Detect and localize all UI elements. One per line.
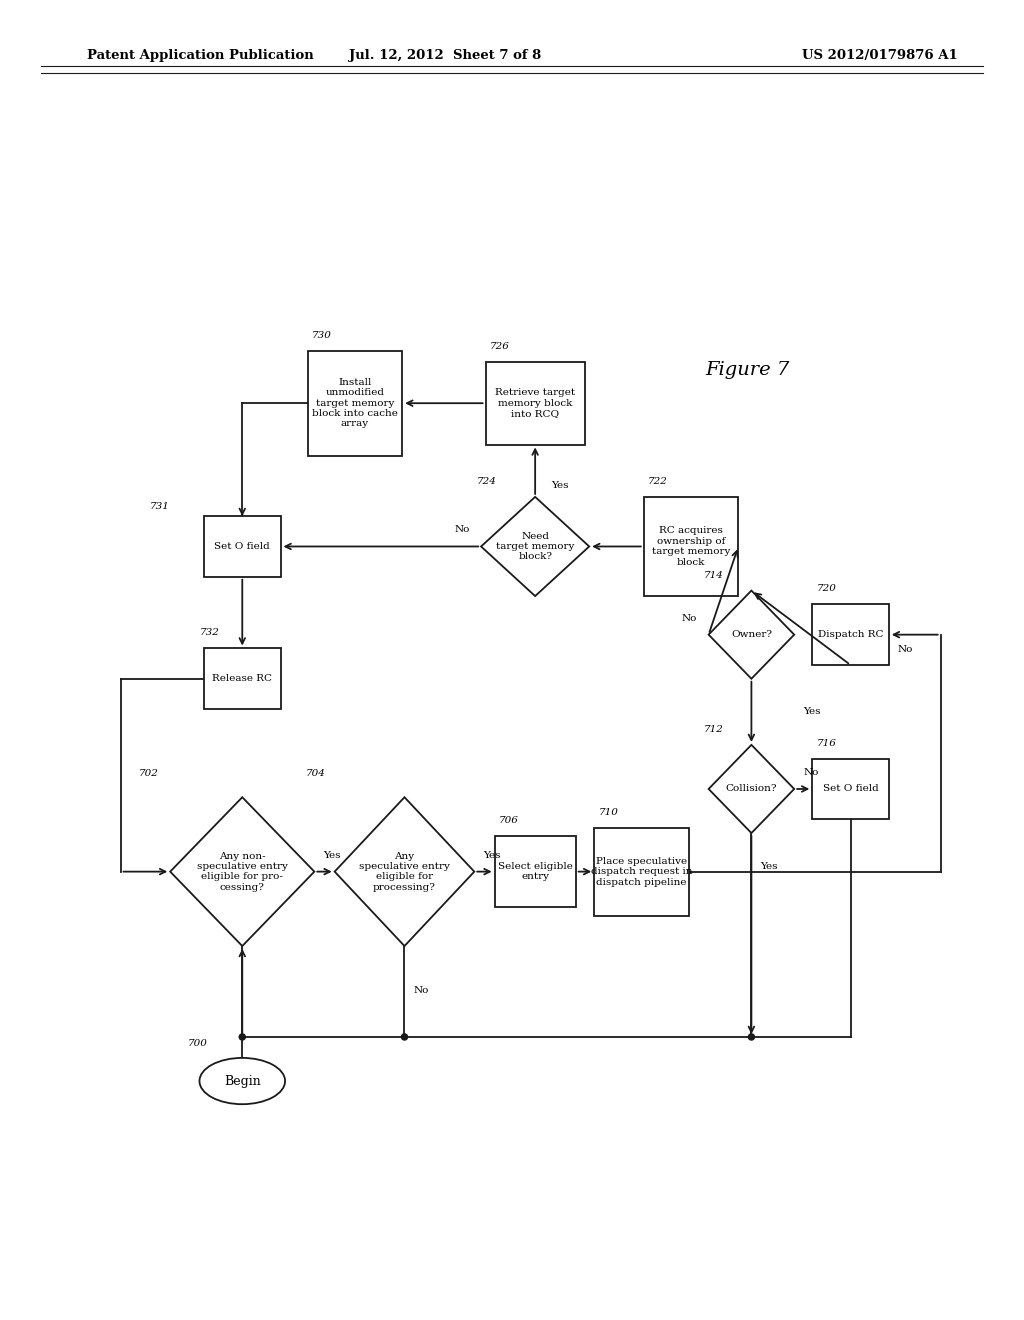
Text: 706: 706 (499, 816, 519, 825)
Text: 724: 724 (476, 477, 497, 486)
Ellipse shape (240, 1034, 246, 1040)
Text: 704: 704 (305, 770, 326, 777)
Text: Need
target memory
block?: Need target memory block? (496, 532, 574, 561)
FancyBboxPatch shape (495, 836, 575, 907)
FancyBboxPatch shape (644, 496, 738, 597)
Text: No: No (414, 986, 429, 994)
Text: 714: 714 (705, 570, 724, 579)
Text: Figure 7: Figure 7 (706, 360, 790, 379)
Text: 732: 732 (200, 628, 219, 638)
Text: Place speculative
dispatch request in
dispatch pipeline: Place speculative dispatch request in di… (591, 857, 692, 887)
Text: 700: 700 (188, 1039, 208, 1048)
Text: Select eligible
entry: Select eligible entry (498, 862, 572, 882)
Text: 720: 720 (817, 585, 837, 593)
Polygon shape (709, 744, 795, 833)
Text: Jul. 12, 2012  Sheet 7 of 8: Jul. 12, 2012 Sheet 7 of 8 (349, 49, 542, 62)
Text: Install
unmodified
target memory
block into cache
array: Install unmodified target memory block i… (312, 378, 398, 429)
Text: 722: 722 (648, 477, 668, 486)
FancyBboxPatch shape (307, 351, 402, 455)
Ellipse shape (749, 1034, 755, 1040)
Text: Any non-
speculative entry
eligible for pro-
cessing?: Any non- speculative entry eligible for … (197, 851, 288, 892)
FancyBboxPatch shape (594, 828, 689, 916)
Text: Yes: Yes (803, 708, 820, 717)
FancyBboxPatch shape (204, 516, 281, 577)
FancyBboxPatch shape (204, 648, 281, 709)
Text: Set O field: Set O field (214, 543, 270, 550)
Text: Set O field: Set O field (822, 784, 879, 793)
Text: Yes: Yes (324, 850, 341, 859)
Text: Dispatch RC: Dispatch RC (818, 630, 884, 639)
Text: US 2012/0179876 A1: US 2012/0179876 A1 (802, 49, 957, 62)
Text: Retrieve target
memory block
into RCQ: Retrieve target memory block into RCQ (495, 388, 575, 418)
Polygon shape (481, 496, 589, 597)
Ellipse shape (401, 1034, 408, 1040)
Ellipse shape (200, 1057, 285, 1105)
Text: Owner?: Owner? (731, 630, 772, 639)
Text: Any
speculative entry
eligible for
processing?: Any speculative entry eligible for proce… (359, 851, 450, 892)
Text: Yes: Yes (483, 850, 501, 859)
Text: No: No (803, 768, 818, 777)
Polygon shape (335, 797, 474, 946)
Text: Patent Application Publication: Patent Application Publication (87, 49, 313, 62)
Text: No: No (898, 645, 913, 655)
Polygon shape (170, 797, 314, 946)
FancyBboxPatch shape (812, 605, 889, 665)
Text: 731: 731 (150, 502, 170, 511)
Text: Begin: Begin (224, 1074, 261, 1088)
Text: 726: 726 (490, 342, 510, 351)
Text: Release RC: Release RC (212, 675, 272, 684)
Text: 710: 710 (599, 808, 618, 817)
Text: Collision?: Collision? (726, 784, 777, 793)
Text: Yes: Yes (551, 482, 569, 490)
FancyBboxPatch shape (485, 362, 585, 445)
Text: No: No (454, 525, 469, 535)
Text: 716: 716 (817, 739, 837, 747)
Text: 702: 702 (138, 770, 159, 777)
Text: No: No (682, 614, 697, 623)
Text: RC acquires
ownership of
target memory
block: RC acquires ownership of target memory b… (652, 527, 730, 566)
Polygon shape (709, 590, 795, 678)
FancyBboxPatch shape (812, 759, 889, 820)
Text: 730: 730 (312, 331, 332, 339)
Text: 712: 712 (705, 725, 724, 734)
Text: Yes: Yes (761, 862, 778, 871)
